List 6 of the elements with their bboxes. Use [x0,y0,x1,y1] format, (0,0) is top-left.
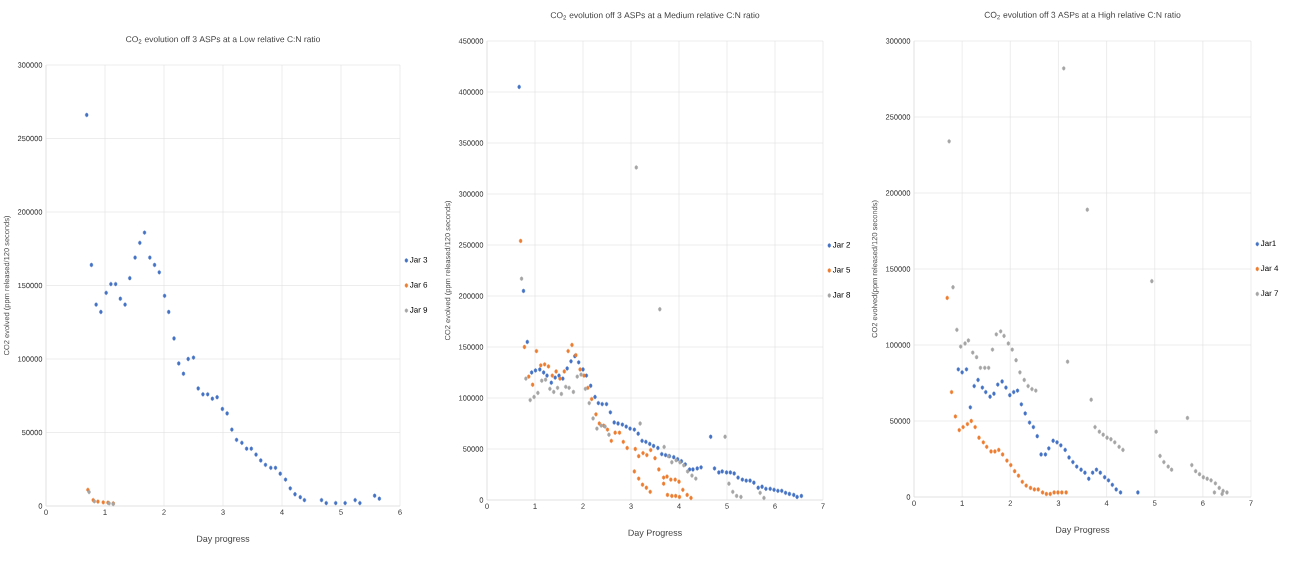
chart-title: CO$_{2}$ evolution off 3 ASPs at a Low relative C:N ratio [126,35,320,44]
chart-title: CO$_{2}$ evolution off 3 ASPs at a Medium relative C:N ratio [550,11,760,20]
x-axis-title: Day Progress [1056,526,1110,535]
x-axis-title: Day Progress [628,529,682,538]
chart-title: CO$_{2}$ evolution off 3 ASPs at a High relative C:N ratio [984,11,1181,20]
x-axis-title: Day progress [197,535,250,544]
